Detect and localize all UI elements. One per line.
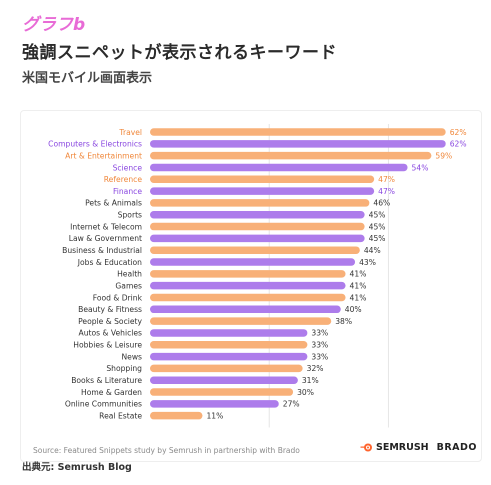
category-label: Hobbies & Leisure [73, 341, 142, 350]
category-label: Art & Entertainment [65, 151, 142, 160]
brado-logo: BRADO [436, 441, 477, 453]
credit-note: 出典元: Semrush Blog [22, 462, 132, 473]
category-label: Books & Literature [71, 376, 142, 385]
value-label: 47% [378, 175, 395, 184]
value-label: 45% [369, 234, 386, 243]
bar-health [150, 270, 346, 278]
bar-autos-vehicles [150, 329, 308, 337]
semrush-flame-icon [360, 443, 372, 452]
category-label: Business & Industrial [62, 246, 142, 255]
category-label: Jobs & Education [77, 258, 142, 267]
value-label: 62% [450, 140, 467, 149]
figure-tag: グラフb [22, 15, 86, 35]
value-label: 44% [364, 246, 381, 255]
bar-hobbies-leisure [150, 341, 308, 349]
value-label: 41% [350, 270, 367, 279]
category-label: Law & Government [69, 234, 142, 243]
category-label: Sports [118, 211, 142, 220]
bar-people-society [150, 317, 332, 325]
value-label: 32% [307, 364, 324, 373]
value-label: 27% [283, 400, 300, 409]
category-label: Games [115, 281, 142, 290]
category-label: Finance [113, 187, 142, 196]
bar-reference [150, 175, 375, 184]
value-label: 54% [412, 163, 429, 172]
bar-books-literature [150, 376, 298, 384]
category-label: People & Society [78, 317, 142, 326]
value-label: 45% [369, 211, 386, 220]
bar-business-industrial [150, 246, 360, 254]
bar-real-estate [150, 411, 203, 420]
bar-law-government [150, 234, 365, 243]
value-label: 38% [335, 317, 352, 326]
category-label: Autos & Vehicles [79, 329, 142, 338]
value-label: 62% [450, 128, 467, 137]
value-label: 33% [311, 352, 328, 361]
bar-jobs-education [150, 258, 356, 266]
category-label: Real Estate [99, 411, 142, 420]
partner-logos: SEMRUSH BRADO [360, 441, 477, 453]
bar-pets-animals [150, 199, 370, 207]
value-label: 43% [359, 258, 376, 267]
category-label: Food & Drink [93, 293, 143, 302]
category-label: Health [117, 270, 142, 279]
value-label: 11% [206, 411, 223, 420]
category-label: News [121, 352, 142, 361]
bar-online-communities [150, 400, 279, 408]
category-label: Science [113, 163, 143, 172]
bar-art-entertainment [150, 151, 432, 160]
source-note: Source: Featured Snippets study by Semru… [33, 446, 300, 455]
semrush-logo: SEMRUSH [360, 441, 429, 453]
bar-internet-telecom [150, 222, 365, 231]
category-label: Pets & Animals [85, 199, 142, 208]
value-label: 31% [302, 376, 319, 385]
bar-shopping [150, 364, 303, 373]
bar-finance [150, 187, 375, 195]
bar-sports [150, 210, 365, 219]
category-label: Travel [118, 128, 142, 137]
bar-home-garden [150, 388, 294, 396]
bar-food-drink [150, 293, 346, 302]
value-label: 41% [350, 281, 367, 290]
category-label: Home & Garden [81, 388, 142, 397]
bar-computers-electronics [150, 140, 446, 148]
bar-news [150, 352, 308, 361]
page-title: 強調スニペットが表示されるキーワード [22, 43, 337, 63]
value-label: 41% [350, 293, 367, 302]
value-label: 30% [297, 388, 314, 397]
category-label: Computers & Electronics [48, 140, 142, 149]
value-label: 33% [311, 329, 328, 338]
category-label: Shopping [106, 364, 142, 373]
bar-travel [150, 128, 446, 136]
category-label: Online Communities [65, 400, 142, 409]
value-label: 33% [311, 341, 328, 350]
value-label: 59% [435, 151, 452, 160]
category-label: Internet & Telecom [70, 222, 142, 231]
page-subtitle: 米国モバイル画面表示 [22, 71, 153, 86]
bar-games [150, 281, 346, 290]
bar-beauty-fitness [150, 305, 341, 314]
bar-science [150, 163, 408, 172]
bar-chart: Travel 62% Computers & Electronics 62% Art &… [48, 124, 467, 428]
semrush-logo-text: SEMRUSH [376, 441, 429, 453]
value-label: 47% [378, 187, 395, 196]
category-label: Beauty & Fitness [78, 305, 142, 314]
category-label: Reference [104, 175, 143, 184]
value-label: 45% [369, 222, 386, 231]
value-label: 40% [345, 305, 362, 314]
value-label: 46% [373, 199, 390, 208]
